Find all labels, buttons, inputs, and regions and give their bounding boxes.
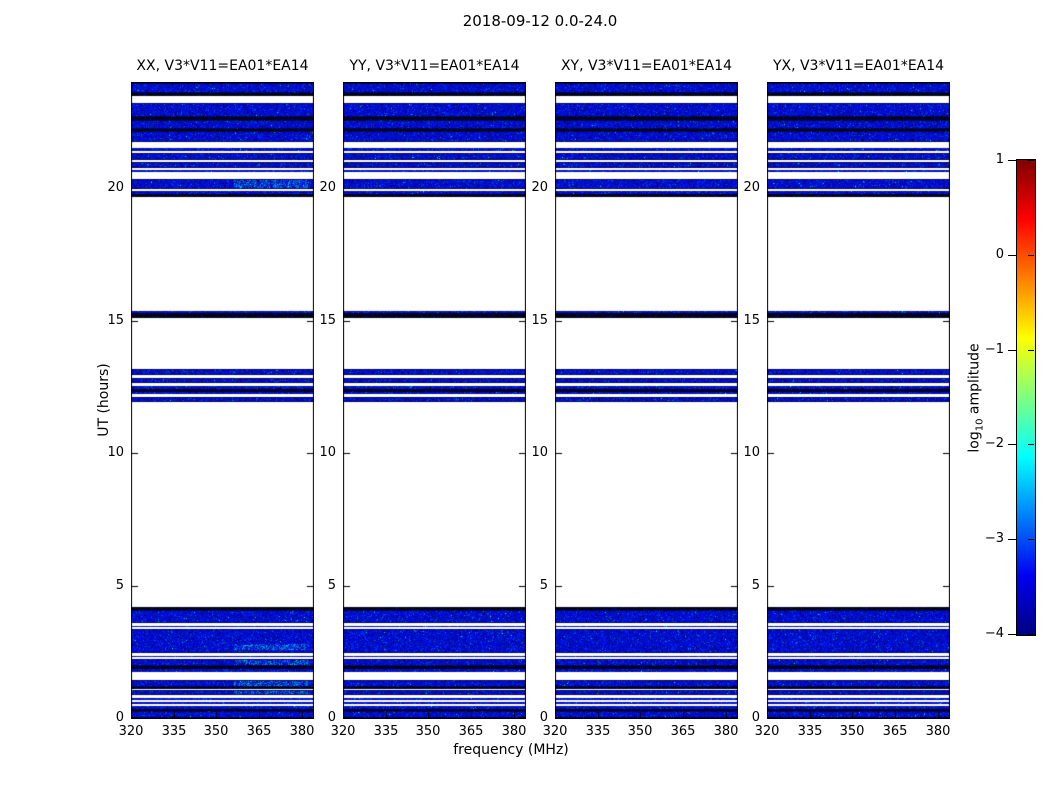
colorbar-tick-mark <box>1008 160 1016 161</box>
heatmap-panel-yx <box>767 82 950 719</box>
y-tick-label: 20 <box>531 180 548 195</box>
colorbar-tick-mark <box>1008 539 1016 540</box>
x-tick-label: 365 <box>458 724 484 739</box>
x-tick-label: 350 <box>415 724 441 739</box>
colorbar-tick-mark <box>1008 255 1016 256</box>
y-tick-label: 0 <box>539 710 548 725</box>
y-tick-label: 5 <box>115 578 124 593</box>
y-tick-label: 20 <box>107 180 124 195</box>
colorbar-tick-label: 0 <box>995 247 1004 262</box>
colorbar-tick-mark <box>1028 160 1034 161</box>
x-tick-label: 335 <box>797 724 823 739</box>
figure-title: 2018-09-12 0.0-24.0 <box>462 12 618 30</box>
x-tick-label: 365 <box>882 724 908 739</box>
colorbar <box>1016 159 1036 636</box>
y-tick-label: 15 <box>743 313 760 328</box>
colorbar-label: log10 amplitude <box>966 343 986 453</box>
x-tick-label: 350 <box>203 724 229 739</box>
colorbar-tick-mark <box>1028 255 1034 256</box>
colorbar-tick-mark <box>1028 350 1034 351</box>
x-axis-label: frequency (MHz) <box>453 742 569 758</box>
colorbar-tick-label: −1 <box>984 342 1004 357</box>
x-tick-label: 320 <box>542 724 568 739</box>
x-tick-label: 350 <box>839 724 865 739</box>
y-tick-label: 10 <box>531 445 548 460</box>
colorbar-tick-mark <box>1008 634 1016 635</box>
panel-title-yx: YX, V3*V11=EA01*EA14 <box>772 58 945 74</box>
colorbar-tick-label: −4 <box>984 626 1004 641</box>
panel-title-yy: YY, V3*V11=EA01*EA14 <box>349 58 520 74</box>
colorbar-tick-mark <box>1028 444 1034 445</box>
x-tick-label: 350 <box>627 724 653 739</box>
panel-title-xy: XY, V3*V11=EA01*EA14 <box>560 58 733 74</box>
panel-title-xx: XX, V3*V11=EA01*EA14 <box>136 58 309 74</box>
y-tick-label: 5 <box>327 578 336 593</box>
x-tick-label: 335 <box>161 724 187 739</box>
x-tick-label: 335 <box>585 724 611 739</box>
x-tick-label: 320 <box>754 724 780 739</box>
y-tick-label: 15 <box>319 313 336 328</box>
heatmap-panel-xy <box>555 82 738 719</box>
y-tick-label: 10 <box>107 445 124 460</box>
y-axis-label: UT (hours) <box>96 363 112 437</box>
y-tick-label: 5 <box>539 578 548 593</box>
colorbar-tick-mark <box>1008 444 1016 445</box>
y-tick-label: 20 <box>743 180 760 195</box>
colorbar-tick-mark <box>1028 539 1034 540</box>
y-tick-label: 15 <box>531 313 548 328</box>
colorbar-tick-mark <box>1008 350 1016 351</box>
colorbar-tick-mark <box>1028 634 1034 635</box>
y-tick-label: 20 <box>319 180 336 195</box>
colorbar-tick-label: 1 <box>995 152 1004 167</box>
x-tick-label: 335 <box>373 724 399 739</box>
y-tick-label: 15 <box>107 313 124 328</box>
x-tick-label: 320 <box>118 724 144 739</box>
y-tick-label: 10 <box>319 445 336 460</box>
colorbar-gradient <box>1017 160 1035 635</box>
heatmap-panel-yy <box>343 82 526 719</box>
heatmap-panel-xx <box>131 82 314 719</box>
y-tick-label: 5 <box>751 578 760 593</box>
colorbar-tick-label: −3 <box>984 531 1004 546</box>
x-tick-label: 365 <box>246 724 272 739</box>
x-tick-label: 380 <box>713 724 739 739</box>
x-tick-label: 365 <box>670 724 696 739</box>
y-tick-label: 0 <box>115 710 124 725</box>
x-tick-label: 320 <box>330 724 356 739</box>
x-tick-label: 380 <box>289 724 315 739</box>
y-tick-label: 0 <box>751 710 760 725</box>
y-tick-label: 10 <box>743 445 760 460</box>
y-tick-label: 0 <box>327 710 336 725</box>
colorbar-tick-label: −2 <box>984 436 1004 451</box>
x-tick-label: 380 <box>925 724 951 739</box>
x-tick-label: 380 <box>501 724 527 739</box>
